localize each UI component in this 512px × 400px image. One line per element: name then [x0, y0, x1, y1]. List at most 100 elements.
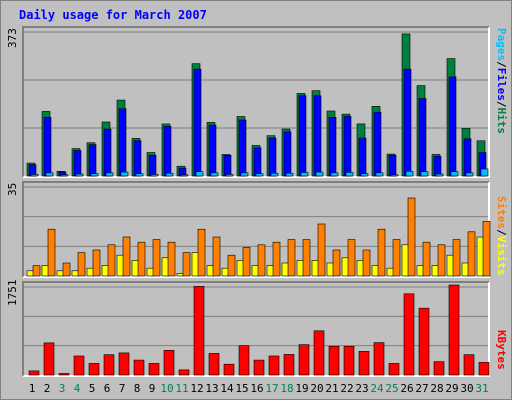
pages-bar [135, 173, 144, 177]
x-tick-label: 28 [430, 382, 444, 395]
files-bar [208, 124, 217, 177]
files-bar [388, 154, 397, 177]
kbytes-bar [283, 354, 295, 376]
files-bar [118, 108, 127, 177]
sites-bar [32, 265, 41, 277]
x-tick-label: 1 [28, 382, 36, 395]
files-bar [403, 68, 412, 177]
kbytes-bar [58, 373, 70, 376]
pages-bar [60, 174, 69, 177]
x-tick-label: 31 [475, 382, 489, 395]
pages-bar [30, 174, 39, 177]
x-tick-label: 11 [175, 382, 189, 395]
kbytes-bar [358, 351, 370, 376]
kbytes-bar [373, 342, 385, 376]
files-bar [313, 95, 322, 177]
files-bar [343, 116, 352, 177]
files-bar [418, 98, 427, 177]
kbytes-bar [103, 354, 115, 376]
x-tick-label: 6 [103, 382, 111, 395]
x-tick-label: 14 [220, 382, 234, 395]
x-tick-label: 17 [265, 382, 279, 395]
x-tick-label: 15 [235, 382, 249, 395]
pages-bar [390, 174, 399, 177]
legend-pages: Pages [495, 28, 508, 62]
hits-ymax-label: 373 [6, 28, 19, 48]
files-bar [148, 154, 157, 177]
visits-ymax-label: 35 [6, 182, 19, 196]
x-tick-label: 3 [58, 382, 66, 395]
x-tick-label: 7 [118, 382, 126, 395]
legend-kbytes: KBytes [495, 330, 508, 370]
x-tick-label: 21 [325, 382, 339, 395]
pages-bar [330, 172, 339, 177]
files-bar [373, 111, 382, 177]
files-bar [238, 119, 247, 177]
files-bar [88, 144, 97, 177]
pages-bar [195, 171, 204, 177]
x-tick-label: 24 [370, 382, 384, 395]
sites-bar [257, 244, 266, 277]
pages-bar [120, 171, 129, 177]
sites-bar [377, 228, 386, 277]
x-tick-label: 19 [295, 382, 309, 395]
pages-bar [270, 172, 279, 177]
legend-hits: Hits [495, 107, 508, 135]
sites-bar [167, 241, 176, 277]
x-tick-label: 30 [460, 382, 474, 395]
kbytes-bar [133, 359, 145, 376]
files-bar [223, 154, 232, 177]
pages-bar [435, 173, 444, 177]
sites-bar [272, 241, 281, 277]
sites-bar [137, 241, 146, 277]
kbytes-bar [268, 355, 280, 376]
sites-bar [212, 236, 221, 277]
kbytes-bar [448, 284, 460, 376]
kbytes-bar [313, 330, 325, 376]
files-bar [328, 116, 337, 177]
pages-bar [180, 174, 189, 177]
sites-bar [467, 231, 476, 277]
files-bar [133, 140, 142, 177]
legend-visits: Visits [495, 235, 508, 276]
sites-bar [152, 239, 161, 277]
x-tick-label: 25 [385, 382, 399, 395]
pages-bar [240, 172, 249, 177]
files-bar [298, 95, 307, 177]
kbytes-bar [238, 345, 250, 376]
pages-bar [480, 168, 489, 177]
kbytes-bar [163, 350, 175, 376]
sites-bar [77, 252, 86, 277]
legend-separator: / [495, 229, 508, 236]
pages-bar [75, 173, 84, 177]
kbytes-chart [24, 284, 490, 376]
files-bar [193, 68, 202, 177]
x-tick-label: 26 [400, 382, 414, 395]
x-tick-label: 4 [73, 382, 81, 395]
sites-bar [392, 239, 401, 277]
files-bar [73, 150, 82, 177]
sites-bar [422, 241, 431, 277]
sites-bar [107, 244, 116, 277]
kbytes-bar [43, 342, 55, 376]
pages-bar [165, 172, 174, 177]
x-tick-label: 27 [415, 382, 429, 395]
sites-bar [362, 249, 371, 277]
sites-bar [197, 228, 206, 277]
sites-bar [62, 262, 71, 277]
sites-bar [122, 236, 131, 277]
x-tick-label: 22 [340, 382, 354, 395]
pages-bar [150, 174, 159, 177]
sites-bar [437, 244, 446, 277]
sites-bar [47, 228, 56, 277]
kbytes-bar [463, 354, 475, 376]
kbytes-bar [478, 362, 490, 376]
kbytes-ymax-label: 1751 [6, 279, 19, 307]
pages-bar [420, 171, 429, 177]
sites-bar [317, 223, 326, 277]
kbytes-bar [328, 345, 340, 376]
x-tick-label: 16 [250, 382, 264, 395]
kbytes-bar [148, 363, 160, 376]
files-bar [463, 138, 472, 177]
kbytes-bar [253, 359, 265, 376]
